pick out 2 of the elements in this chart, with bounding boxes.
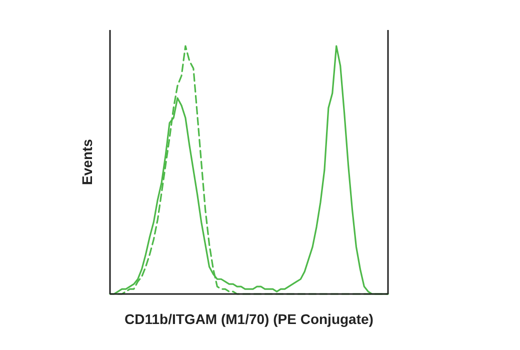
y-axis-title: Events — [79, 138, 95, 185]
x-axis-title: CD11b/ITGAM (M1/70) (PE Conjugate) — [124, 311, 374, 327]
